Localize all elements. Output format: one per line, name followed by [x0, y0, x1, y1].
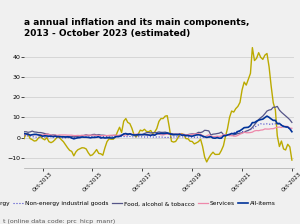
Text: a annual inflation and its main components,
2013 - October 2023 (estimated): a annual inflation and its main componen… — [24, 18, 249, 38]
Line: Non-energy industrial goods: Non-energy industrial goods — [24, 124, 292, 138]
Text: t (online data code: prc_hicp_manr): t (online data code: prc_hicp_manr) — [3, 218, 115, 224]
Line: Energy: Energy — [24, 48, 292, 162]
Line: Services: Services — [24, 126, 292, 137]
Line: Food, alcohol & tobacco: Food, alcohol & tobacco — [24, 106, 292, 137]
Line: All-items: All-items — [24, 116, 292, 139]
Legend: Energy, Non-energy industrial goods, Food, alcohol & tobacco, Services, All-item: Energy, Non-energy industrial goods, Foo… — [0, 199, 278, 209]
